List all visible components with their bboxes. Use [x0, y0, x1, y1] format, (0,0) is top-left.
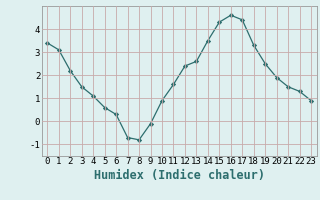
X-axis label: Humidex (Indice chaleur): Humidex (Indice chaleur)	[94, 169, 265, 182]
